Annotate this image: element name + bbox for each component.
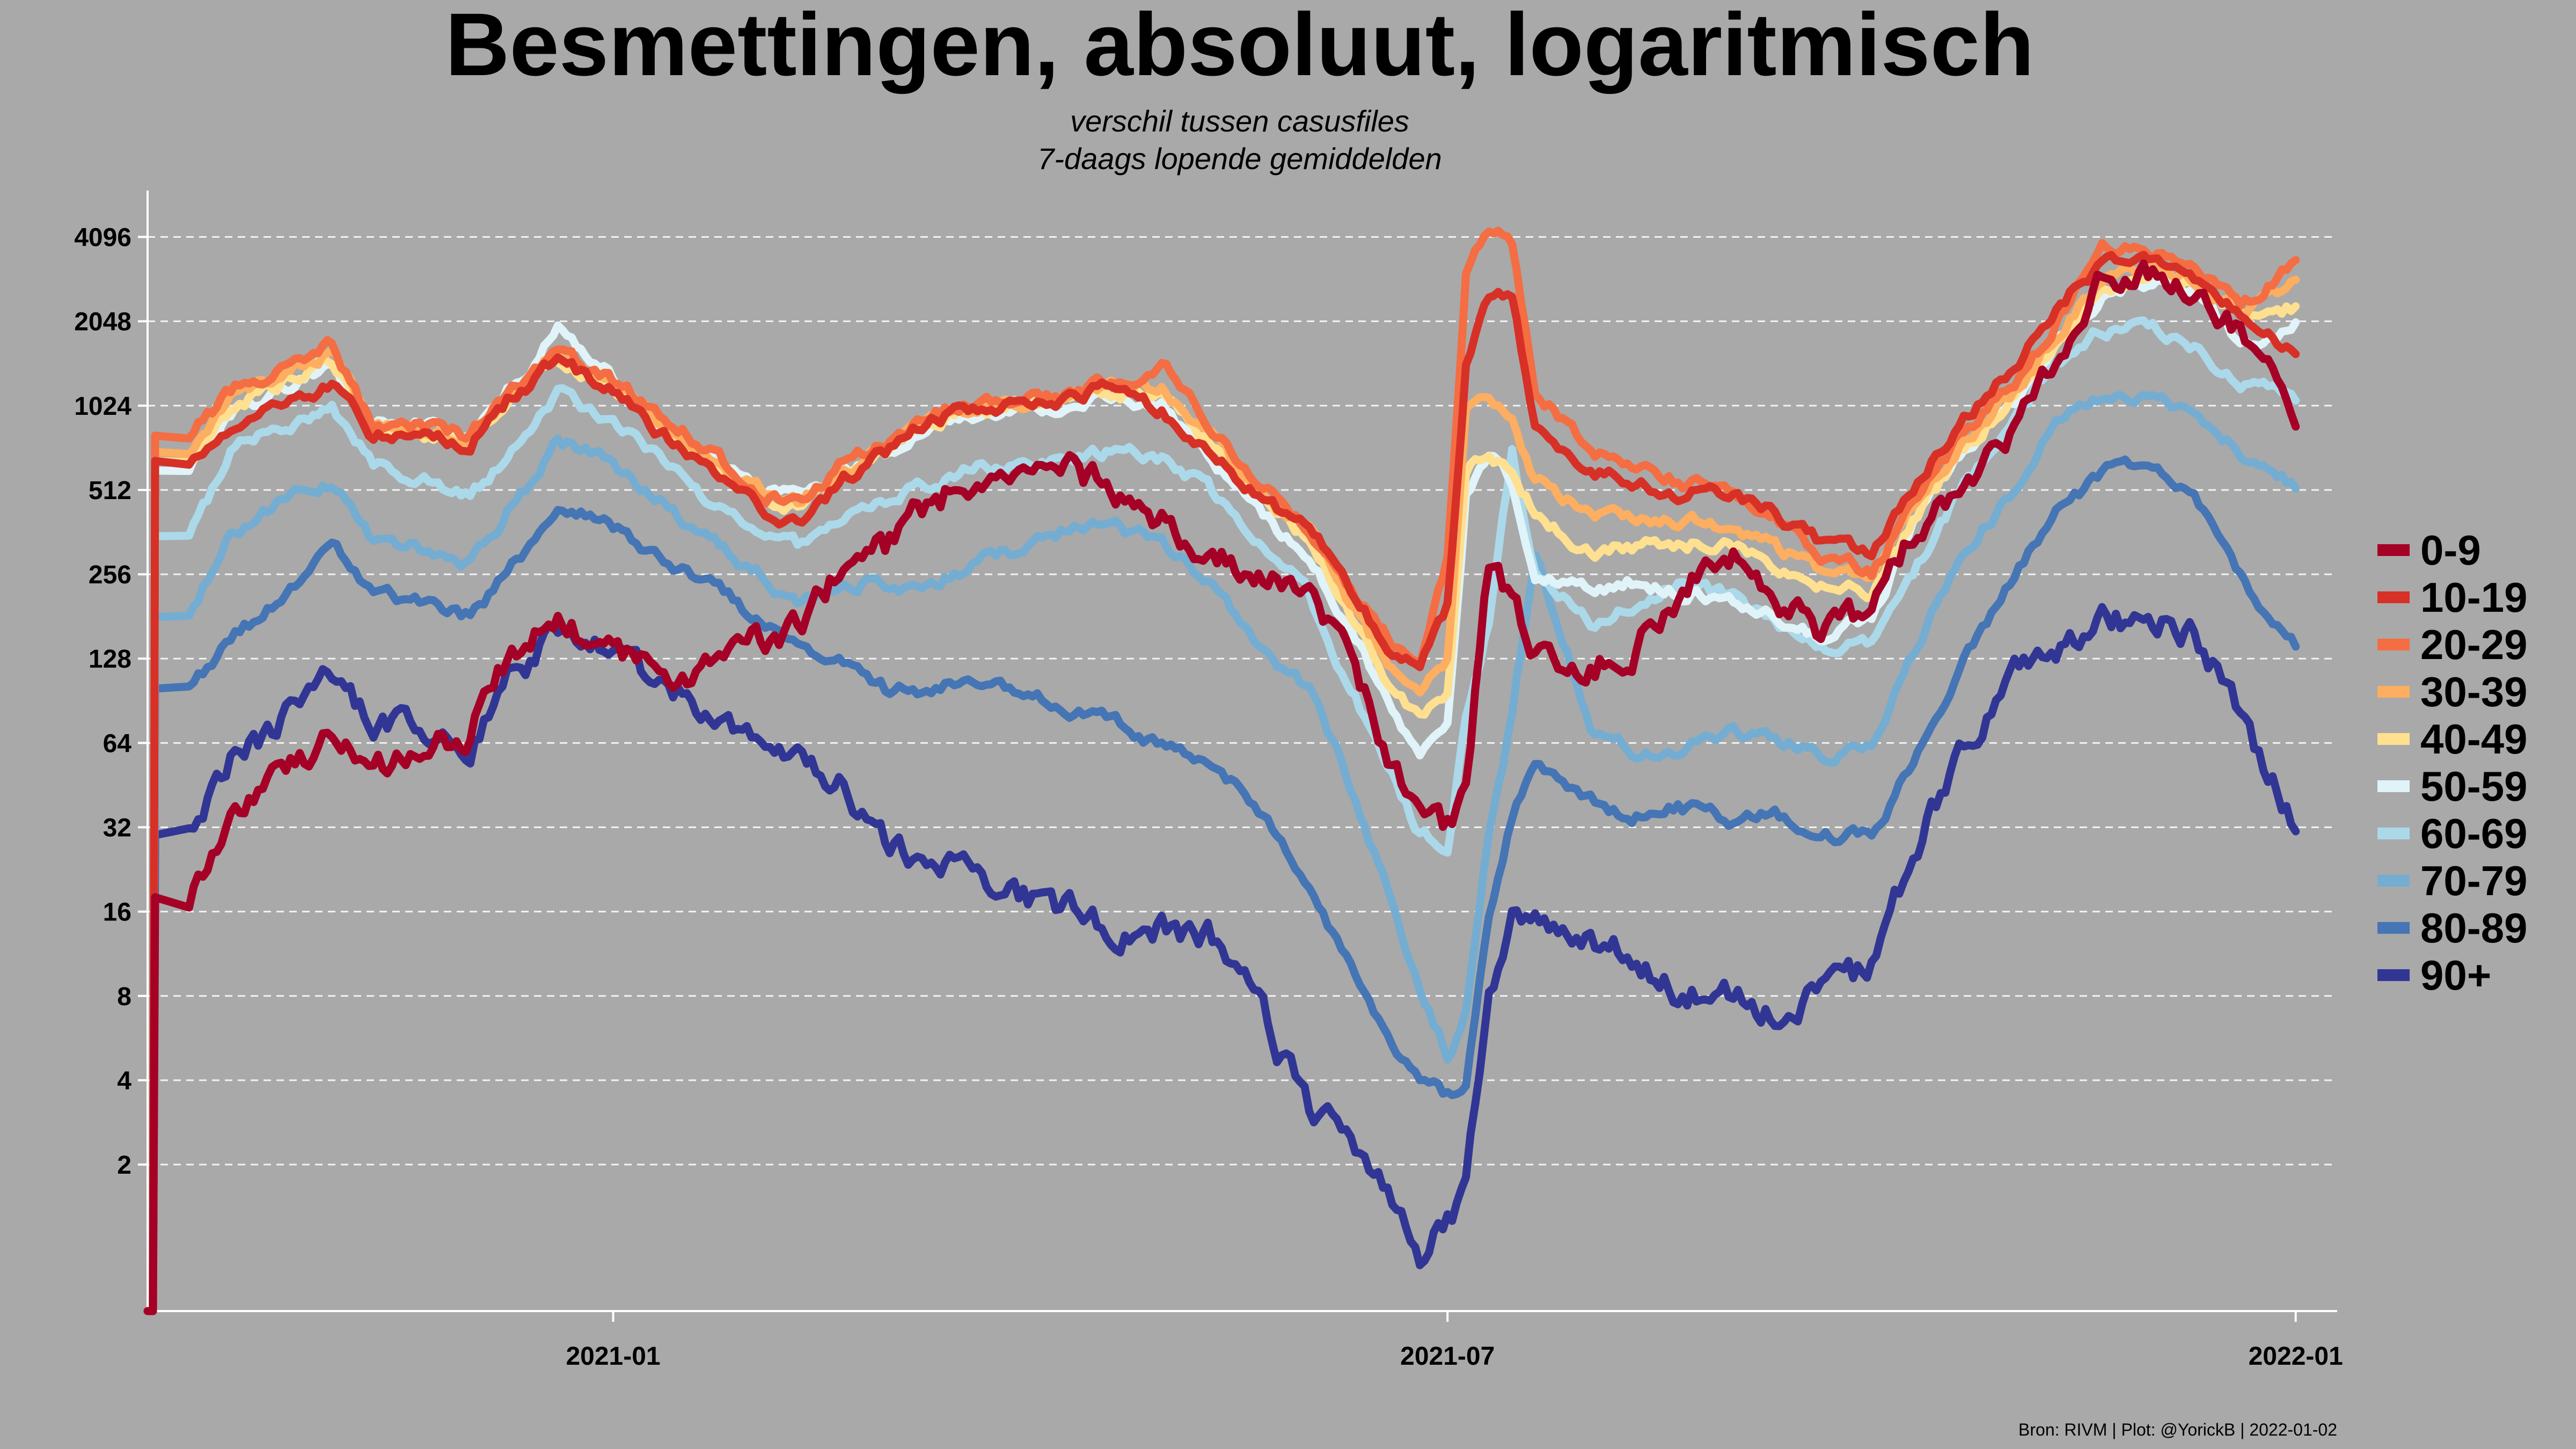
y-tick-label: 512 [89, 477, 131, 505]
chart-title: Besmettingen, absoluut, logaritmisch [445, 0, 2035, 94]
legend-label: 80-89 [2420, 904, 2528, 952]
y-tick-label: 256 [89, 561, 131, 589]
series-line-20-29 [143, 226, 2300, 1315]
chart-subtitle-line-1: verschil tussen casusfiles [1070, 104, 1409, 138]
y-tick-label: 32 [103, 814, 131, 843]
legend-label: 30-39 [2420, 668, 2528, 715]
series-lines [143, 226, 2300, 1315]
x-tick-label: 2022-01 [2249, 1342, 2343, 1371]
y-tick-label: 4 [117, 1067, 131, 1095]
y-tick-label: 2 [117, 1151, 131, 1180]
series-line-60-69 [143, 316, 2300, 1315]
series-line-0-9 [143, 259, 2300, 1315]
legend-label: 60-69 [2420, 810, 2528, 857]
legend-label: 40-49 [2420, 715, 2528, 763]
y-axis-ticks: 2 4 8 16 32 64 128 256 512 1024 2048 4096 [74, 224, 148, 1180]
series-line-10-19 [143, 251, 2300, 1315]
x-tick-label: 2021-07 [1400, 1342, 1495, 1371]
series-line-30-39 [143, 259, 2300, 1315]
x-axis-ticks: 2021-01 2021-07 2022-01 [566, 1311, 2343, 1371]
y-tick-label: 4096 [74, 224, 131, 252]
legend-label: 0-9 [2420, 526, 2481, 574]
y-tick-label: 64 [103, 729, 132, 758]
legend-label: 10-19 [2420, 574, 2528, 621]
series-line-90+ [143, 603, 2300, 1315]
y-tick-label: 1024 [74, 392, 131, 421]
y-tick-label: 2048 [74, 308, 131, 336]
legend-label: 20-29 [2420, 621, 2528, 668]
legend-label: 90+ [2420, 952, 2491, 999]
chart-subtitle-line-2: 7-daags lopende gemiddelden [1037, 142, 1441, 175]
legend-label: 50-59 [2420, 763, 2528, 810]
series-line-80-89 [143, 455, 2300, 1315]
y-tick-label: 16 [103, 898, 131, 927]
x-tick-label: 2021-01 [566, 1342, 660, 1371]
y-tick-label: 8 [117, 983, 131, 1011]
axes [147, 191, 2337, 1312]
chart-caption: Bron: RIVM | Plot: @YorickB | 2022-01-02 [2018, 1420, 2337, 1439]
series-line-70-79 [143, 391, 2300, 1315]
legend-label: 70-79 [2420, 857, 2528, 904]
legend: 0-910-1920-2930-3940-4950-5960-6970-7980… [2377, 526, 2528, 999]
y-tick-label: 128 [89, 645, 131, 674]
